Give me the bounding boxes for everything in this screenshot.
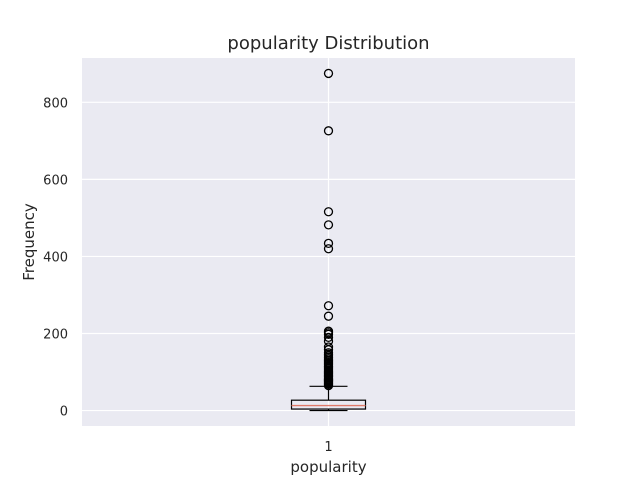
y-tick-label: 400 bbox=[43, 250, 68, 265]
outlier-point bbox=[323, 348, 334, 358]
tick-labels: 0 200 400 600 800 1 bbox=[43, 96, 332, 455]
outlier-point bbox=[323, 311, 334, 321]
outlier-point bbox=[323, 126, 334, 136]
x-axis-label: popularity bbox=[290, 458, 366, 476]
outlier-point bbox=[323, 342, 334, 352]
y-tick-label: 0 bbox=[60, 405, 68, 420]
box-series bbox=[290, 68, 367, 412]
chart-title: popularity Distribution bbox=[227, 33, 429, 54]
outlier-point bbox=[323, 207, 334, 217]
y-tick-label: 600 bbox=[43, 173, 68, 188]
x-tick-label: 1 bbox=[324, 440, 332, 455]
y-tick-label: 200 bbox=[43, 328, 68, 343]
iqr-box bbox=[290, 399, 367, 410]
outlier-point bbox=[323, 238, 334, 248]
outlier-point bbox=[323, 301, 334, 311]
outlier-point bbox=[323, 332, 334, 343]
y-axis-label: Frequency bbox=[20, 203, 38, 281]
outlier-point bbox=[323, 220, 334, 230]
outlier-point bbox=[323, 326, 334, 336]
outlier-point bbox=[323, 68, 334, 79]
y-tick-label: 800 bbox=[43, 96, 68, 111]
outlier-point bbox=[323, 244, 334, 254]
